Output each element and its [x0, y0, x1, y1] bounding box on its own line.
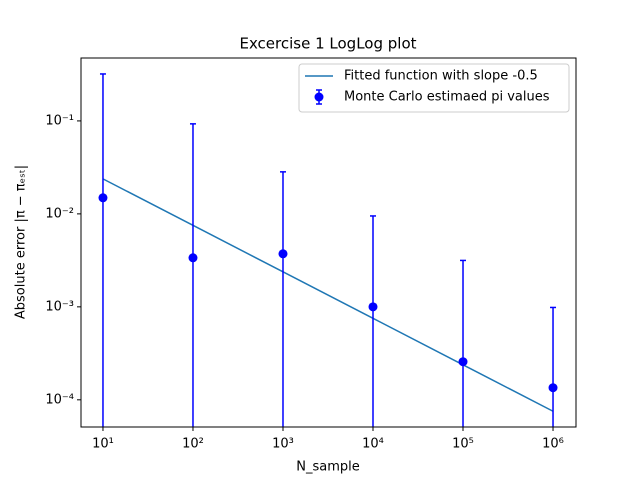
axes-frame [80, 57, 577, 428]
x-tick-label: 10³ [272, 437, 294, 452]
data-point [368, 302, 378, 312]
data-point [548, 383, 558, 393]
plot-area [98, 73, 558, 427]
x-tick-label: 10⁶ [542, 437, 564, 452]
data-point [98, 193, 108, 203]
y-tick-label: 10⁻² [45, 206, 74, 221]
y-tick-label: 10⁻³ [45, 299, 74, 314]
fit-line [102, 178, 554, 412]
data-point [458, 357, 468, 367]
data-point [278, 249, 288, 259]
x-tick-label: 10⁴ [362, 437, 384, 452]
chart-title: Excercise 1 LogLog plot [239, 35, 416, 53]
x-axis-label: N_sample [296, 460, 360, 475]
x-tick-label: 10⁵ [452, 437, 474, 452]
y-axis-label: Absolute error |π − πₑₛₜ| [14, 165, 29, 319]
legend-label: Fitted function with slope -0.5 [344, 69, 538, 84]
y-tick-label: 10⁻⁴ [45, 392, 74, 407]
data-point [188, 253, 198, 263]
legend-box [298, 63, 570, 113]
x-tick-label: 10² [182, 437, 204, 452]
y-tick-label: 10⁻¹ [45, 113, 74, 128]
legend-label: Monte Carlo estimaed pi values [344, 90, 550, 105]
legend-swatch [314, 92, 324, 102]
x-tick-label: 10¹ [92, 437, 114, 452]
